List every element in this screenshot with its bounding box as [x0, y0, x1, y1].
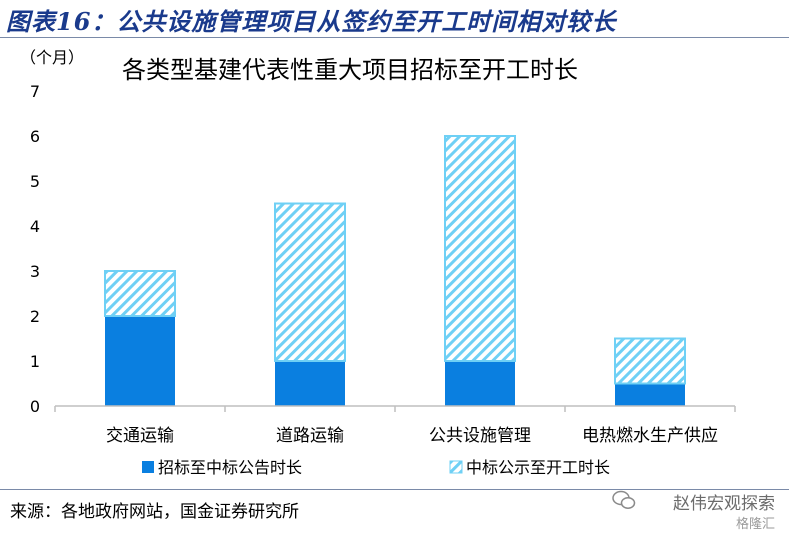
- x-tick-label: 公共设施管理: [429, 426, 531, 446]
- legend-swatch: [142, 461, 154, 473]
- source-rule: [0, 489, 789, 490]
- chart-title: 各类型基建代表性重大项目招标至开工时长: [122, 56, 578, 84]
- bar-segment-award-to-start: [104, 270, 176, 317]
- watermark: 赵伟宏观探索: [673, 494, 775, 514]
- y-tick-label: 6: [30, 127, 40, 146]
- x-tick-label: 道路运输: [276, 426, 344, 446]
- y-tick-label: 2: [30, 307, 40, 326]
- y-tick-label: 1: [30, 352, 40, 371]
- legend-label: 中标公示至开工时长: [466, 458, 610, 477]
- bar-segment-award-to-start: [274, 202, 346, 362]
- bar-segment-award-to-start: [614, 337, 686, 385]
- wechat-icon: [612, 490, 636, 509]
- watermark-sub: 格隆汇: [735, 517, 775, 532]
- y-tick-label: 7: [30, 82, 40, 101]
- x-tick-label: 电热燃水生产供应: [582, 426, 718, 446]
- figure-title: 图表16：公共设施管理项目从签约至开工时间相对较长: [6, 7, 617, 36]
- legend-swatch: [449, 460, 463, 474]
- legend-label: 招标至中标公告时长: [158, 458, 302, 477]
- title-rule: [0, 37, 789, 38]
- source-note: 来源：各地政府网站，国金证券研究所: [10, 502, 299, 522]
- x-tick-label: 交通运输: [106, 426, 174, 446]
- unit-label: （个月）: [20, 48, 84, 67]
- bar-segment-bid-to-award: [275, 361, 345, 406]
- y-tick-label: 0: [30, 397, 40, 416]
- bar-segment-award-to-start: [444, 135, 516, 362]
- bar-segment-bid-to-award: [105, 316, 175, 406]
- y-tick-label: 3: [30, 262, 40, 281]
- bar-segment-bid-to-award: [445, 361, 515, 406]
- stacked-bar-chart: （个月） 各类型基建代表性重大项目招标至开工时长 0 1 2 3 4 5 6 7 交通运输 道路…: [20, 48, 736, 477]
- bar-segment-bid-to-award: [615, 383, 685, 406]
- y-tick-label: 5: [30, 172, 40, 191]
- y-tick-label: 4: [30, 217, 40, 236]
